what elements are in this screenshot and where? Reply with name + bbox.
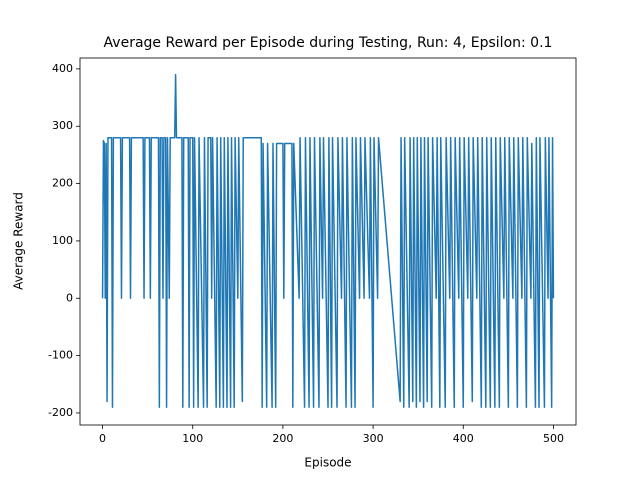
y-tick-label: -200	[48, 406, 73, 419]
y-tick-label: 100	[52, 234, 73, 247]
x-tick-label: 100	[182, 432, 203, 445]
x-tick-label: 500	[543, 432, 564, 445]
y-tick-label: 300	[52, 119, 73, 132]
plot-frame	[79, 57, 577, 426]
x-axis-label: Episode	[304, 456, 351, 470]
x-tick-label: 400	[453, 432, 474, 445]
y-tick-label: 400	[52, 62, 73, 75]
y-tick-label: 0	[66, 291, 73, 304]
y-axis-label: Average Reward	[12, 192, 26, 290]
data-line	[101, 73, 555, 408]
y-tick-label: 200	[52, 177, 73, 190]
y-tick-label: -100	[48, 349, 73, 362]
x-tick-label: 300	[363, 432, 384, 445]
x-tick-label: 200	[272, 432, 293, 445]
chart-title: Average Reward per Episode during Testin…	[104, 35, 553, 51]
x-tick-label: 0	[99, 432, 106, 445]
